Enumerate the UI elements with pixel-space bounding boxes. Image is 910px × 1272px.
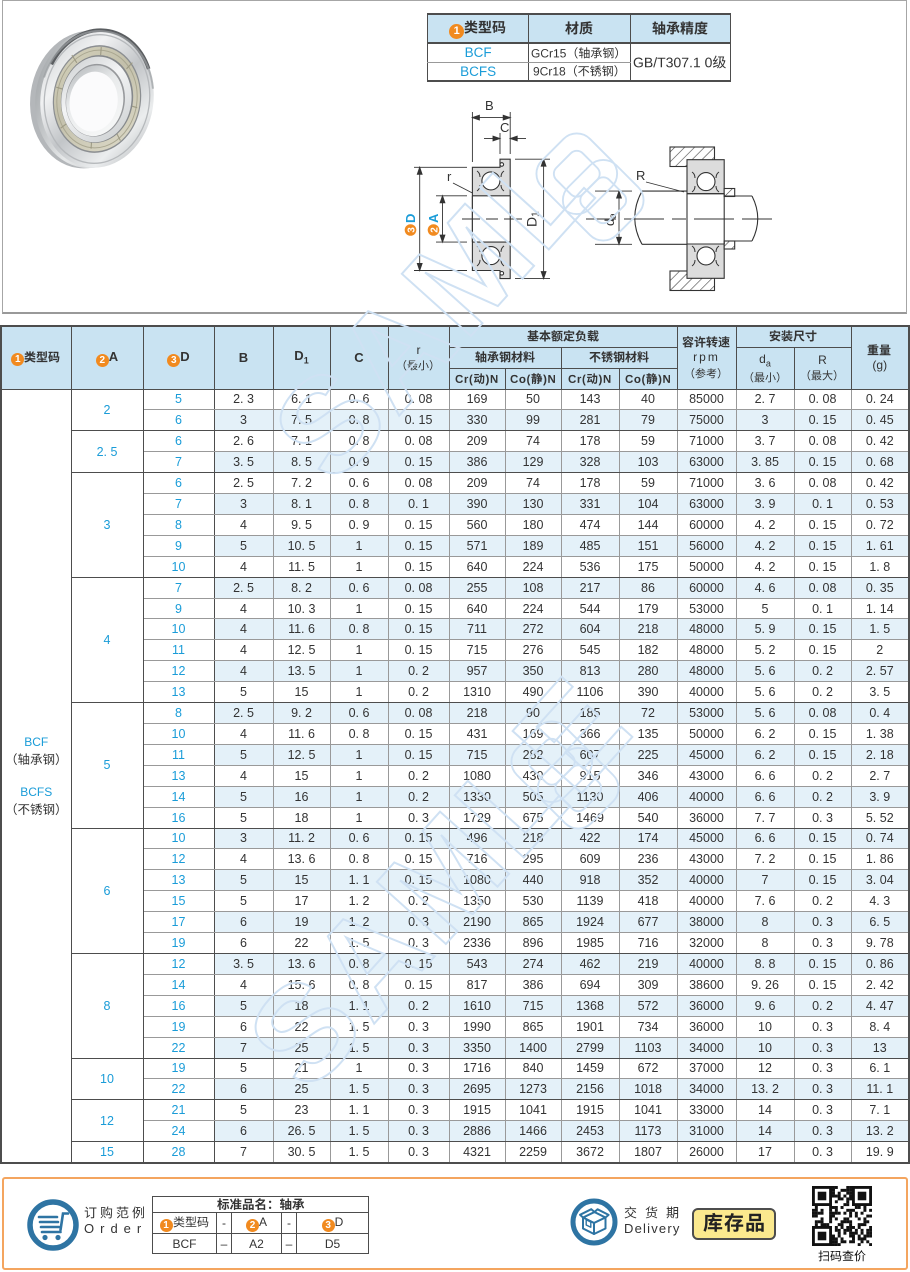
svg-text:D1: D1	[524, 211, 542, 227]
svg-text:r: r	[447, 169, 452, 184]
svg-text:C: C	[500, 120, 509, 135]
svg-text:da: da	[602, 213, 619, 226]
svg-text:D: D	[403, 214, 418, 223]
svg-text:A: A	[426, 213, 441, 223]
svg-text:2: 2	[430, 227, 441, 233]
svg-text:R: R	[636, 168, 645, 183]
svg-text:B: B	[485, 98, 494, 113]
svg-text:3: 3	[407, 227, 418, 233]
